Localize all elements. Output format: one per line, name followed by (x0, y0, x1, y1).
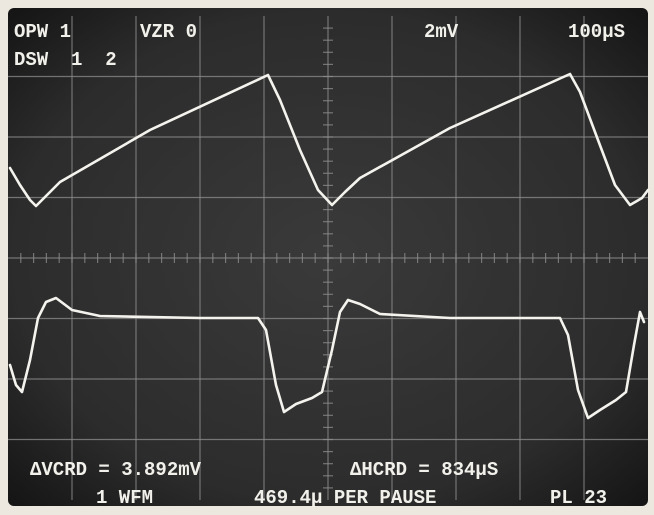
label-dsw: DSW 1 2 (14, 49, 117, 71)
label-pl: PL 23 (550, 487, 607, 509)
label-volts-div: 2mV (424, 21, 459, 43)
scope-screen: OPW 1 VZR 0 2mV 100μS DSW 1 2 ΔVCRD = 3.… (0, 0, 654, 515)
label-wfm: 1 WFM (96, 487, 153, 509)
label-time-div: 100μS (568, 21, 625, 43)
label-opw: OPW 1 (14, 21, 71, 43)
label-pause: 469.4μ PER PAUSE (254, 487, 436, 509)
label-hcrd: ΔHCRD = 834μS (350, 459, 498, 481)
page: {"header": {"row1": ["OPW 1", "VZR 0", "… (0, 0, 654, 515)
label-vzr: VZR 0 (140, 21, 197, 43)
label-vcrd: ΔVCRD = 3.892mV (30, 459, 202, 481)
